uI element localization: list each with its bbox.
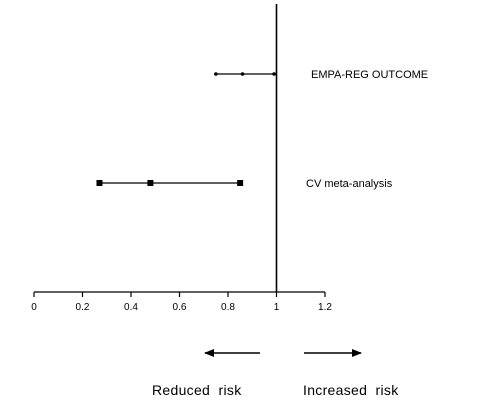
x-tick-label: 0.4 xyxy=(124,302,138,313)
x-tick-label: 0.8 xyxy=(221,302,235,313)
risk-direction-indicator: Reduced risk Increased risk xyxy=(152,349,399,398)
study-estimates: EMPA-REG OUTCOME CV meta-analysis xyxy=(96,69,428,190)
ci-lower-marker xyxy=(214,72,218,76)
x-tick-label: 0.6 xyxy=(173,302,187,313)
study-row: CV meta-analysis xyxy=(96,178,393,190)
increased-risk-label: Increased risk xyxy=(303,382,399,398)
point-estimate-marker xyxy=(240,72,245,76)
x-tick-label: 1.2 xyxy=(318,302,332,313)
study-label: CV meta-analysis xyxy=(306,178,393,190)
ci-upper-marker xyxy=(237,180,244,186)
ci-upper-marker xyxy=(272,72,276,76)
study-label: EMPA-REG OUTCOME xyxy=(311,69,428,81)
x-tick-label: 0.2 xyxy=(76,302,90,313)
study-row: EMPA-REG OUTCOME xyxy=(214,69,428,81)
ci-lower-marker xyxy=(96,180,103,186)
reduced-risk-label: Reduced risk xyxy=(152,382,242,398)
point-estimate-marker xyxy=(147,180,154,186)
x-tick-label: 0 xyxy=(31,302,37,313)
x-axis-ticks: 0 0.2 0.4 0.6 0.8 1 1.2 xyxy=(31,292,332,313)
x-tick-label: 1 xyxy=(274,302,280,313)
